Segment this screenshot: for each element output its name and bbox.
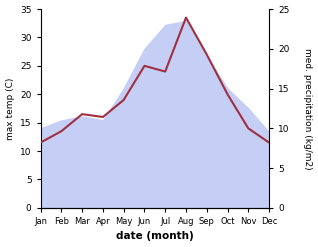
- X-axis label: date (month): date (month): [116, 231, 194, 242]
- Y-axis label: max temp (C): max temp (C): [5, 77, 15, 140]
- Y-axis label: med. precipitation (kg/m2): med. precipitation (kg/m2): [303, 48, 313, 169]
